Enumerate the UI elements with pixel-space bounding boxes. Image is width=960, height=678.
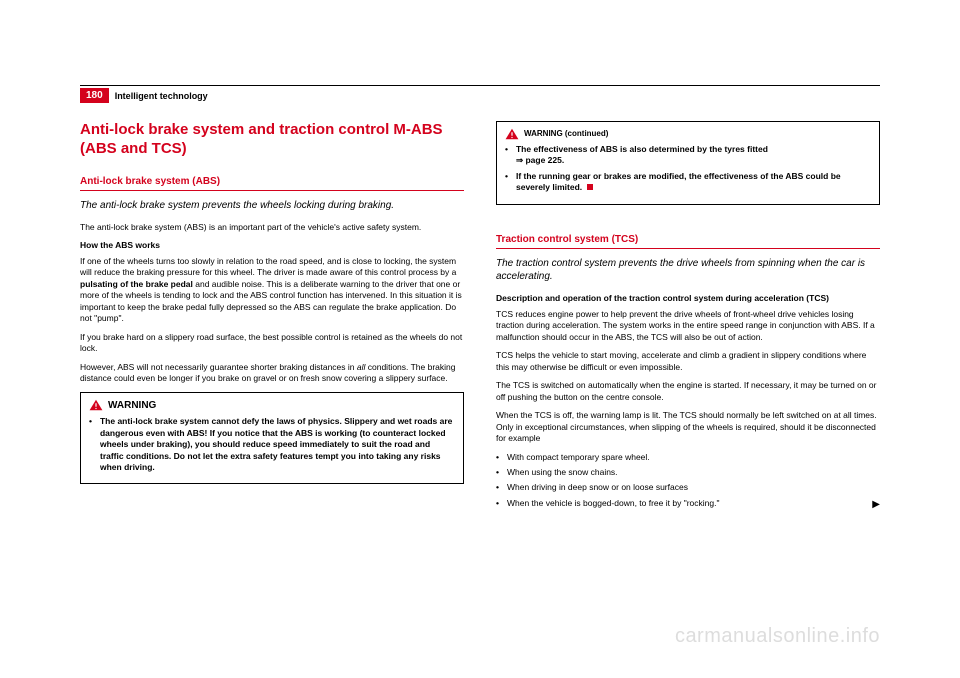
tcs-subtitle: Traction control system (TCS)	[496, 233, 880, 250]
abs-para-2a: If one of the wheels turns too slowly in…	[80, 256, 456, 277]
tcs-para-3: The TCS is switched on automatically whe…	[496, 380, 880, 403]
header-rule	[80, 85, 880, 86]
warning-continued-header: WARNING (continued)	[505, 128, 871, 140]
warning-bullet-3: • If the running gear or brakes are modi…	[505, 171, 871, 194]
spacer	[496, 215, 880, 233]
warning-bullet-3-content: If the running gear or brakes are modifi…	[516, 171, 871, 194]
tcs-para-1: TCS reduces engine power to help prevent…	[496, 309, 880, 343]
warning-header: WARNING	[89, 399, 455, 413]
tcs-bullet-1-text: With compact temporary spare wheel.	[507, 452, 650, 463]
abs-para-4: However, ABS will not necessarily guaran…	[80, 362, 464, 385]
end-square-icon	[587, 184, 593, 190]
warning-box-right: WARNING (continued) • The effectiveness …	[496, 121, 880, 205]
warning-bullet-2a: The effectiveness of ABS is also determi…	[516, 144, 768, 154]
page-container: 180 Intelligent technology Anti-lock bra…	[80, 85, 880, 593]
left-column: Anti-lock brake system and traction cont…	[80, 121, 464, 515]
warning-bullet-2: • The effectiveness of ABS is also deter…	[505, 144, 871, 167]
tcs-para-2: TCS helps the vehicle to start moving, a…	[496, 350, 880, 373]
tcs-intro: The traction control system prevents the…	[496, 257, 880, 283]
tcs-bullet-3-text: When driving in deep snow or on loose su…	[507, 482, 688, 493]
warning-label: WARNING	[108, 399, 156, 413]
watermark: carmanualsonline.info	[675, 625, 880, 648]
warning-continued-label: WARNING (continued)	[524, 129, 608, 140]
warning-bullet-2b: ⇒ page 225.	[516, 155, 564, 165]
tcs-bullet-2-text: When using the snow chains.	[507, 467, 618, 478]
bullet-marker: •	[505, 171, 508, 194]
main-title: Anti-lock brake system and traction cont…	[80, 121, 464, 159]
abs-para-2: If one of the wheels turns too slowly in…	[80, 256, 464, 325]
abs-para-3: If you brake hard on a slippery road sur…	[80, 332, 464, 355]
warning-bullet-3-text: If the running gear or brakes are modifi…	[516, 171, 841, 192]
continue-arrow-icon: ▶	[872, 498, 880, 512]
abs-subtitle: Anti-lock brake system (ABS)	[80, 175, 464, 192]
bullet-marker: •	[89, 416, 92, 473]
tcs-bullet-4-text: When the vehicle is bogged-down, to free…	[507, 498, 872, 512]
warning-bullet-1-text: The anti-lock brake system cannot defy t…	[100, 416, 455, 473]
warning-triangle-icon	[89, 399, 103, 411]
warning-bullet-1: • The anti-lock brake system cannot defy…	[89, 416, 455, 473]
how-abs-works-heading: How the ABS works	[80, 240, 464, 251]
bullet-marker: •	[496, 452, 499, 463]
tcs-bullet-1: • With compact temporary spare wheel.	[496, 452, 880, 463]
tcs-bullet-3: • When driving in deep snow or on loose …	[496, 482, 880, 493]
section-name: Intelligent technology	[115, 91, 208, 101]
tcs-bullet-2: • When using the snow chains.	[496, 467, 880, 478]
abs-para-4a: However, ABS will not necessarily guaran…	[80, 362, 357, 372]
bullet-marker: •	[505, 144, 508, 167]
warning-triangle-icon	[505, 128, 519, 140]
tcs-bullet-4: • When the vehicle is bogged-down, to fr…	[496, 498, 880, 512]
page-header: 180 Intelligent technology	[80, 88, 880, 103]
page-number: 180	[80, 88, 109, 103]
warning-bullet-2-content: The effectiveness of ABS is also determi…	[516, 144, 768, 167]
abs-para-1: The anti-lock brake system (ABS) is an i…	[80, 222, 464, 233]
bullet-marker: •	[496, 482, 499, 493]
bullet-marker: •	[496, 467, 499, 478]
tcs-desc-heading: Description and operation of the tractio…	[496, 293, 880, 304]
warning-box-left: WARNING • The anti-lock brake system can…	[80, 392, 464, 485]
abs-para-2-bold: pulsating of the brake pedal	[80, 279, 193, 289]
right-column: WARNING (continued) • The effectiveness …	[496, 121, 880, 515]
bullet-marker: •	[496, 498, 499, 512]
content-columns: Anti-lock brake system and traction cont…	[80, 121, 880, 515]
abs-intro: The anti-lock brake system prevents the …	[80, 199, 464, 212]
tcs-para-4: When the TCS is off, the warning lamp is…	[496, 410, 880, 444]
